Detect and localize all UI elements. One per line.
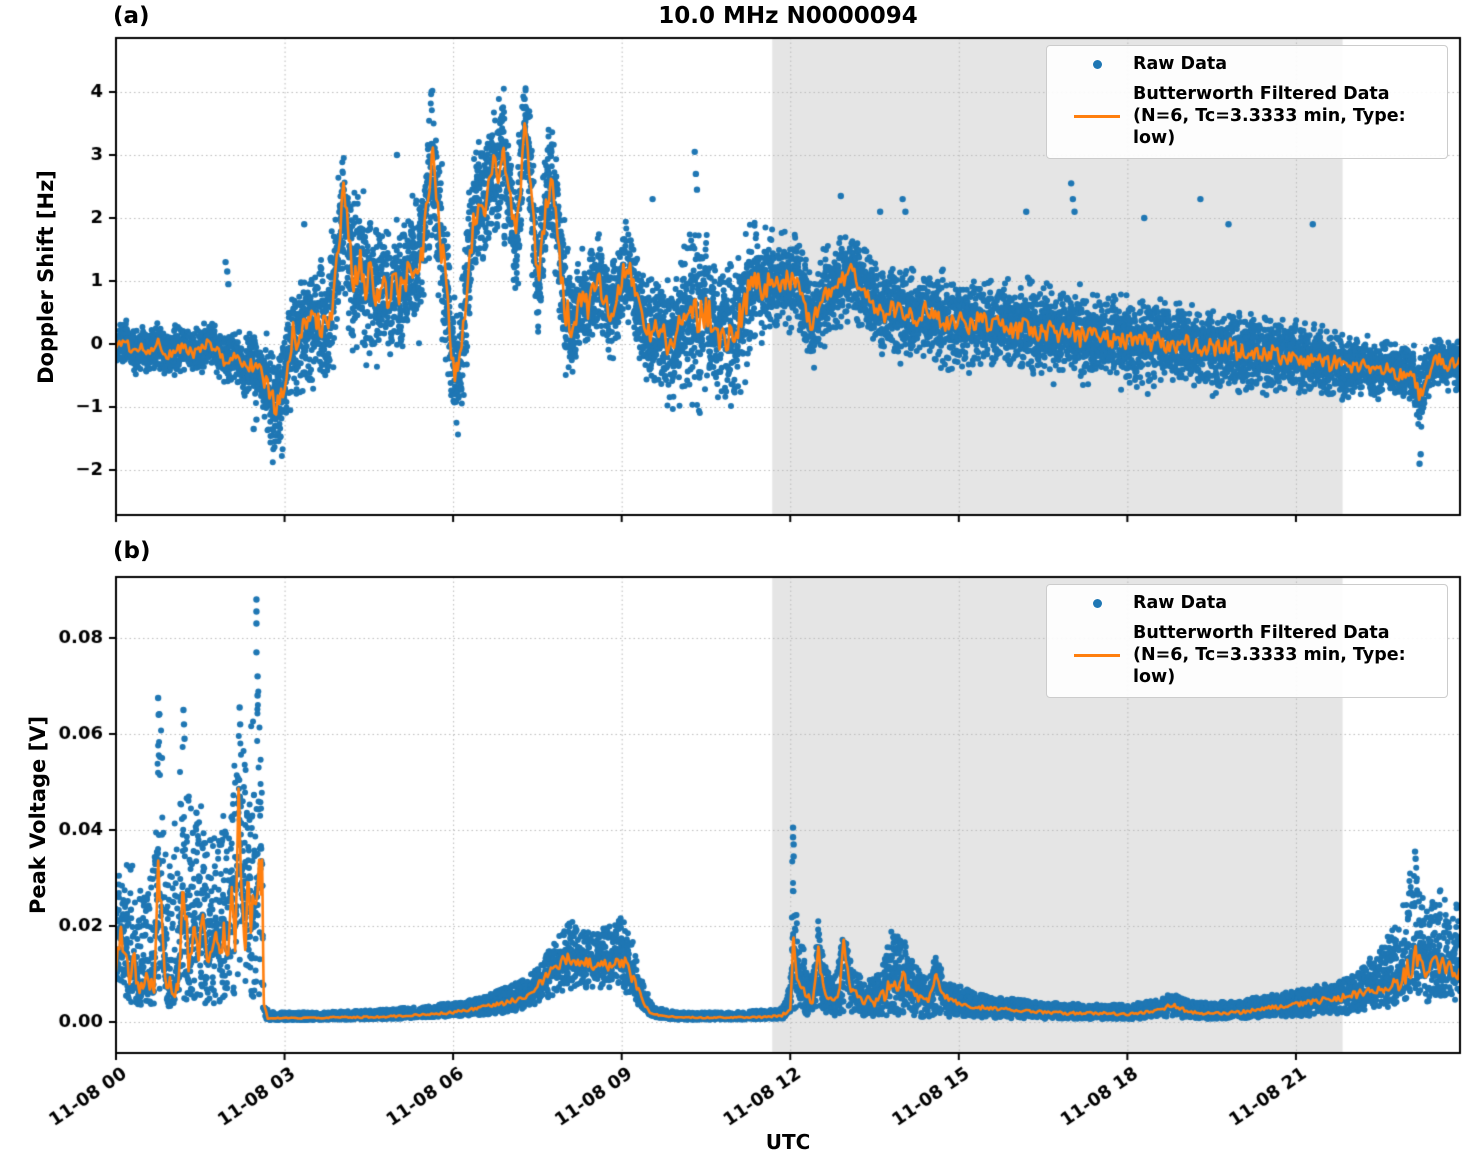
legend-panel-b: Raw Data Butterworth Filtered Data (N=6,… — [1046, 584, 1448, 698]
y-axis-label-voltage: Peak Voltage [V] — [26, 715, 50, 915]
raw-data-dot-icon — [1061, 599, 1133, 609]
legend-filtered-label: Butterworth Filtered Data (N=6, Tc=3.333… — [1133, 623, 1437, 689]
filtered-line-icon — [1061, 115, 1133, 119]
legend-item-filtered: Butterworth Filtered Data (N=6, Tc=3.333… — [1061, 623, 1437, 689]
legend-filtered-line1: Butterworth Filtered Data — [1133, 622, 1390, 643]
legend-filtered-line2: (N=6, Tc=3.3333 min, Type: low) — [1133, 644, 1406, 687]
raw-data-dot-icon — [1061, 60, 1133, 70]
panel-a-label: (a) — [113, 3, 150, 29]
y-axis-label-doppler: Doppler Shift [Hz] — [34, 170, 58, 384]
legend-raw-label: Raw Data — [1133, 54, 1228, 74]
legend-filtered-line1: Butterworth Filtered Data — [1133, 83, 1390, 104]
x-axis-label: UTC — [765, 1130, 811, 1154]
panel-b-label: (b) — [113, 538, 151, 564]
filtered-line-icon — [1061, 654, 1133, 658]
legend-item-filtered: Butterworth Filtered Data (N=6, Tc=3.333… — [1061, 84, 1437, 150]
legend-filtered-label: Butterworth Filtered Data (N=6, Tc=3.333… — [1133, 84, 1437, 150]
legend-panel-a: Raw Data Butterworth Filtered Data (N=6,… — [1046, 45, 1448, 159]
legend-filtered-line2: (N=6, Tc=3.3333 min, Type: low) — [1133, 105, 1406, 148]
legend-raw-label: Raw Data — [1133, 593, 1228, 613]
legend-item-raw: Raw Data — [1061, 593, 1437, 615]
legend-item-raw: Raw Data — [1061, 54, 1437, 76]
figure-title: 10.0 MHz N0000094 — [658, 3, 918, 29]
